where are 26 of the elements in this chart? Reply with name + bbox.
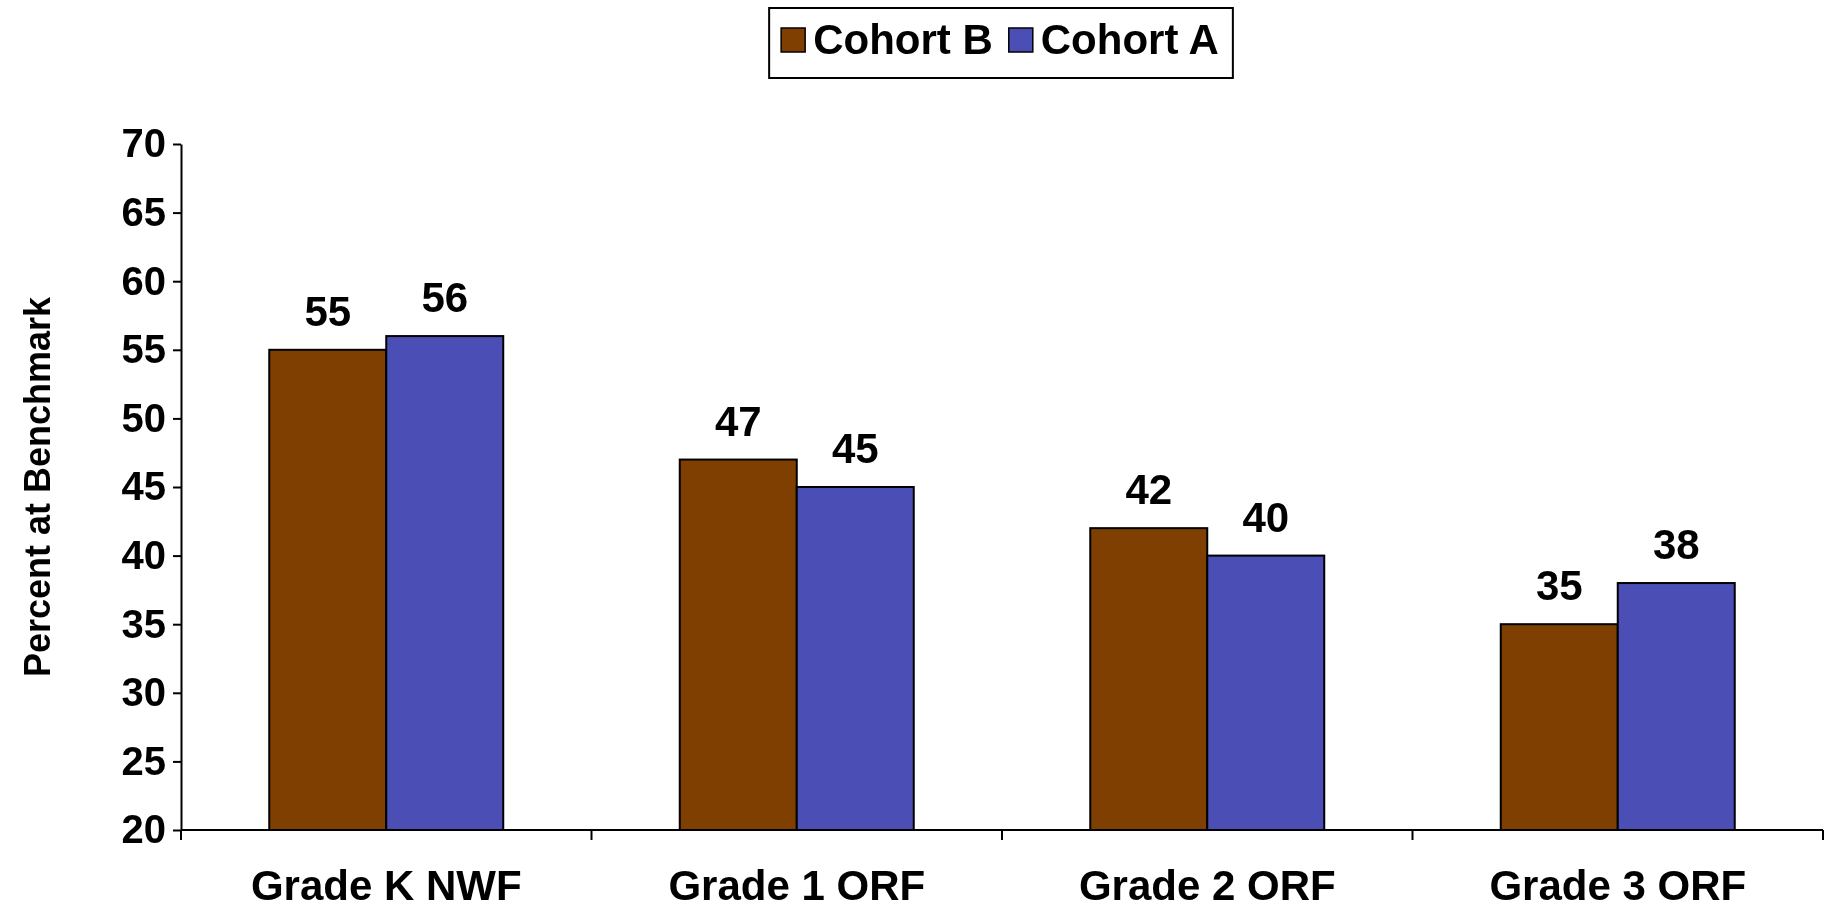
y-tick-label: 35 — [121, 601, 166, 646]
x-tick-label: Grade K NWF — [250, 862, 522, 909]
y-tick-label: 40 — [121, 532, 166, 577]
data-label: 47 — [714, 397, 762, 445]
data-label: 56 — [421, 274, 469, 322]
y-tick-label: 30 — [121, 670, 166, 715]
y-tick-label: 25 — [121, 738, 166, 783]
data-label: 40 — [1242, 493, 1290, 541]
legend-label: Cohort A — [1040, 16, 1219, 63]
x-tick-label: Grade 1 ORF — [668, 862, 926, 909]
data-label: 42 — [1125, 466, 1173, 514]
y-tick-label: 45 — [121, 464, 166, 509]
data-label: 45 — [831, 425, 879, 472]
y-tick-label: 50 — [121, 395, 166, 440]
y-tick-label: 60 — [121, 258, 166, 303]
y-tick-label: 55 — [121, 327, 166, 372]
y-tick-label: 70 — [121, 121, 166, 166]
data-label: 35 — [1535, 562, 1583, 610]
y-axis-title: Percent at Benchmark — [17, 295, 58, 678]
data-label: 55 — [304, 287, 352, 335]
data-label: 38 — [1652, 521, 1700, 569]
x-tick-label: Grade 3 ORF — [1489, 862, 1747, 909]
y-tick-label: 65 — [121, 189, 166, 234]
x-tick-label: Grade 2 ORF — [1078, 862, 1336, 909]
y-tick-label: 20 — [121, 807, 166, 852]
legend-label: Cohort B — [813, 16, 993, 63]
